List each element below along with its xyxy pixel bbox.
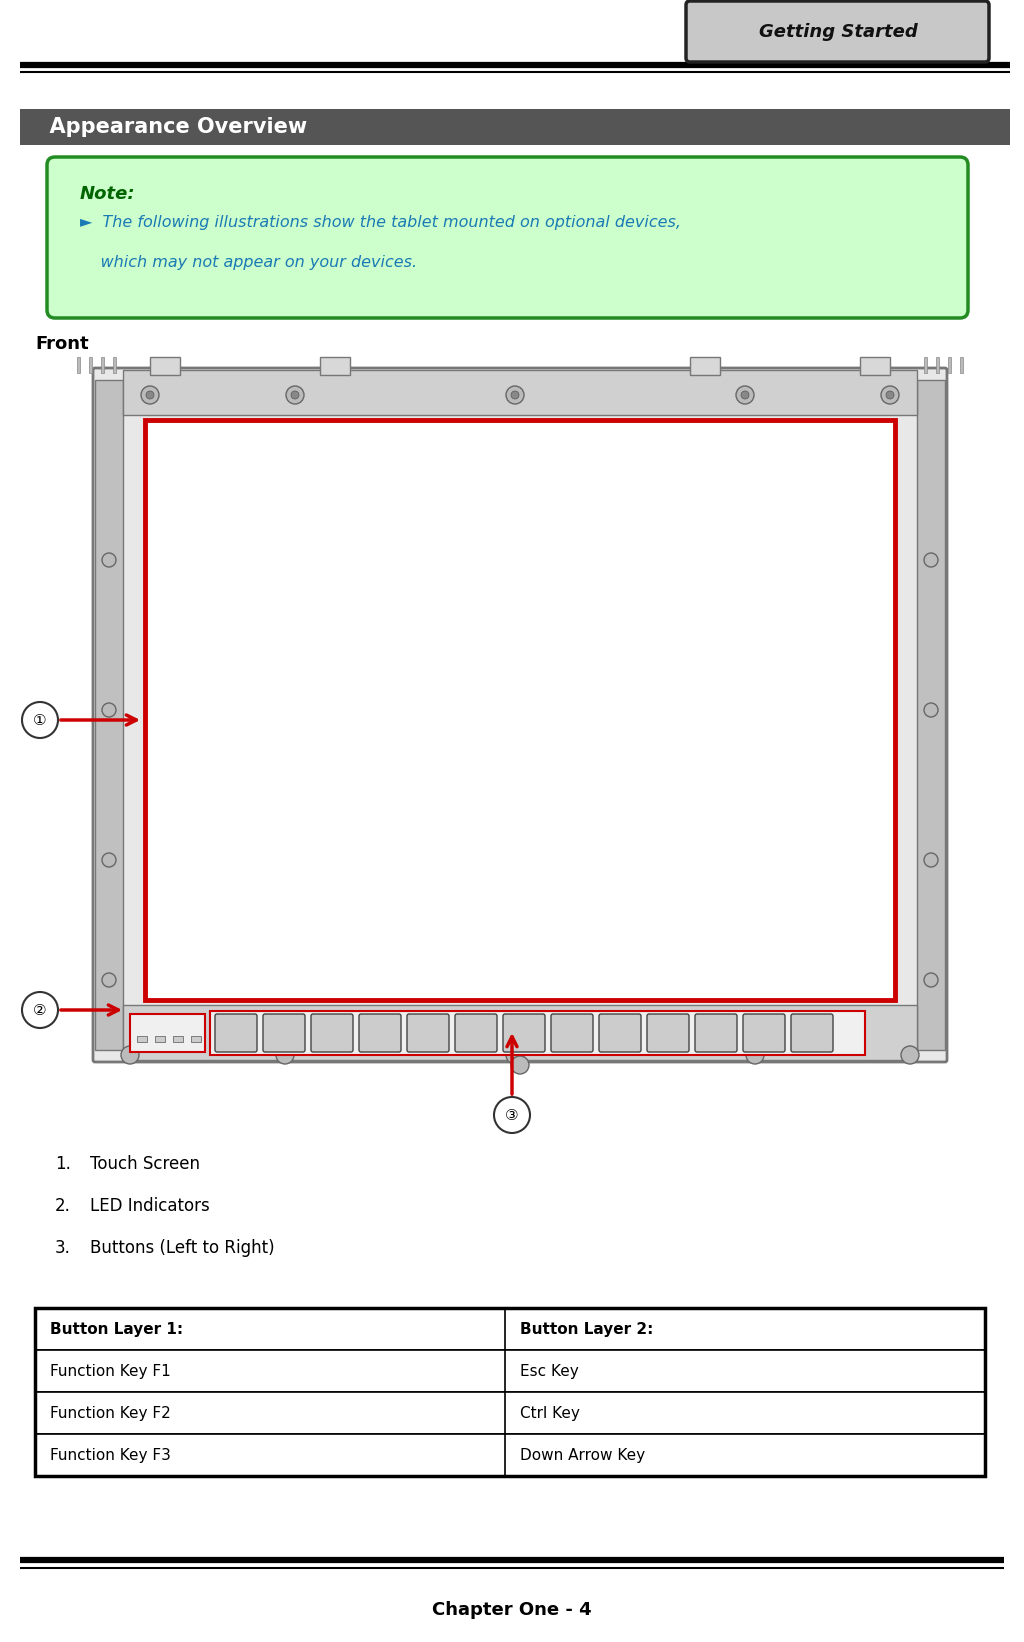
Text: Front: Front (35, 335, 89, 353)
Text: Button Layer 2:: Button Layer 2: (520, 1322, 653, 1337)
Circle shape (102, 553, 116, 566)
Text: which may not appear on your devices.: which may not appear on your devices. (80, 255, 417, 269)
Bar (89, 356, 92, 373)
FancyBboxPatch shape (215, 1015, 257, 1053)
Circle shape (276, 1046, 294, 1064)
Circle shape (146, 391, 154, 399)
Bar (145, 420, 895, 1000)
Circle shape (901, 1046, 919, 1064)
Circle shape (924, 703, 938, 718)
Text: Touch Screen: Touch Screen (90, 1154, 200, 1172)
Circle shape (121, 1046, 139, 1064)
Text: Ctrl Key: Ctrl Key (520, 1406, 580, 1420)
Bar (961, 356, 963, 373)
FancyBboxPatch shape (743, 1015, 785, 1053)
Text: Note:: Note: (80, 186, 135, 204)
Bar (123, 1005, 918, 1061)
Bar (130, 1015, 205, 1053)
Circle shape (102, 974, 116, 987)
Bar (137, 1036, 147, 1043)
FancyBboxPatch shape (455, 1015, 497, 1053)
Circle shape (746, 1046, 764, 1064)
Bar (936, 356, 939, 373)
Text: Function Key F2: Function Key F2 (50, 1406, 171, 1420)
Bar (35, 1309, 985, 1476)
Circle shape (494, 1097, 530, 1133)
FancyBboxPatch shape (47, 158, 968, 319)
Circle shape (736, 386, 754, 404)
Circle shape (741, 391, 749, 399)
Circle shape (924, 852, 938, 867)
Text: ③: ③ (505, 1107, 519, 1123)
Bar (35, 1392, 985, 1433)
FancyBboxPatch shape (263, 1015, 305, 1053)
FancyBboxPatch shape (551, 1015, 593, 1053)
Bar (95, 379, 123, 1049)
Bar (155, 1036, 165, 1043)
Bar (918, 379, 945, 1049)
FancyBboxPatch shape (93, 368, 947, 1062)
Bar (173, 1036, 183, 1043)
Text: Function Key F3: Function Key F3 (50, 1448, 171, 1463)
FancyBboxPatch shape (647, 1015, 689, 1053)
Text: Button Layer 1:: Button Layer 1: (50, 1322, 183, 1337)
Circle shape (291, 391, 299, 399)
Bar (191, 1036, 201, 1043)
Bar (35, 1350, 985, 1392)
Text: Function Key F1: Function Key F1 (50, 1363, 171, 1379)
FancyBboxPatch shape (359, 1015, 401, 1053)
Text: 1.: 1. (55, 1154, 71, 1172)
Bar (77, 356, 80, 373)
Text: Getting Started: Getting Started (759, 23, 918, 41)
Bar (101, 356, 104, 373)
Bar (948, 356, 951, 373)
Circle shape (102, 703, 116, 718)
Circle shape (886, 391, 894, 399)
Circle shape (102, 852, 116, 867)
Circle shape (881, 386, 899, 404)
Circle shape (924, 974, 938, 987)
Bar (860, 356, 890, 374)
FancyBboxPatch shape (695, 1015, 737, 1053)
Text: 2.: 2. (55, 1197, 71, 1215)
Text: Chapter One - 4: Chapter One - 4 (432, 1601, 592, 1619)
Circle shape (286, 386, 304, 404)
Circle shape (924, 553, 938, 566)
FancyBboxPatch shape (311, 1015, 353, 1053)
Circle shape (506, 1046, 524, 1064)
Circle shape (22, 992, 58, 1028)
Text: ①: ① (33, 713, 47, 727)
Circle shape (141, 386, 159, 404)
Bar (35, 1433, 985, 1476)
Bar (123, 369, 918, 415)
Text: LED Indicators: LED Indicators (90, 1197, 210, 1215)
Text: ②: ② (33, 1003, 47, 1018)
Text: 3.: 3. (55, 1240, 71, 1258)
FancyBboxPatch shape (599, 1015, 641, 1053)
Text: Down Arrow Key: Down Arrow Key (520, 1448, 645, 1463)
Bar (319, 356, 350, 374)
Circle shape (511, 1056, 529, 1074)
FancyBboxPatch shape (503, 1015, 545, 1053)
Bar (690, 356, 720, 374)
Bar (210, 1011, 865, 1056)
Text: ►  The following illustrations show the tablet mounted on optional devices,: ► The following illustrations show the t… (80, 215, 681, 230)
FancyBboxPatch shape (791, 1015, 833, 1053)
Text: Esc Key: Esc Key (520, 1363, 579, 1379)
Bar (35, 1309, 985, 1350)
FancyBboxPatch shape (686, 2, 989, 62)
Circle shape (22, 703, 58, 737)
Bar (924, 356, 927, 373)
Bar (20, 108, 1010, 144)
Bar (150, 356, 180, 374)
Circle shape (511, 391, 519, 399)
Text: Buttons (Left to Right): Buttons (Left to Right) (90, 1240, 274, 1258)
Bar (113, 356, 116, 373)
FancyBboxPatch shape (407, 1015, 449, 1053)
Circle shape (506, 386, 524, 404)
Text: Appearance Overview: Appearance Overview (35, 117, 307, 136)
